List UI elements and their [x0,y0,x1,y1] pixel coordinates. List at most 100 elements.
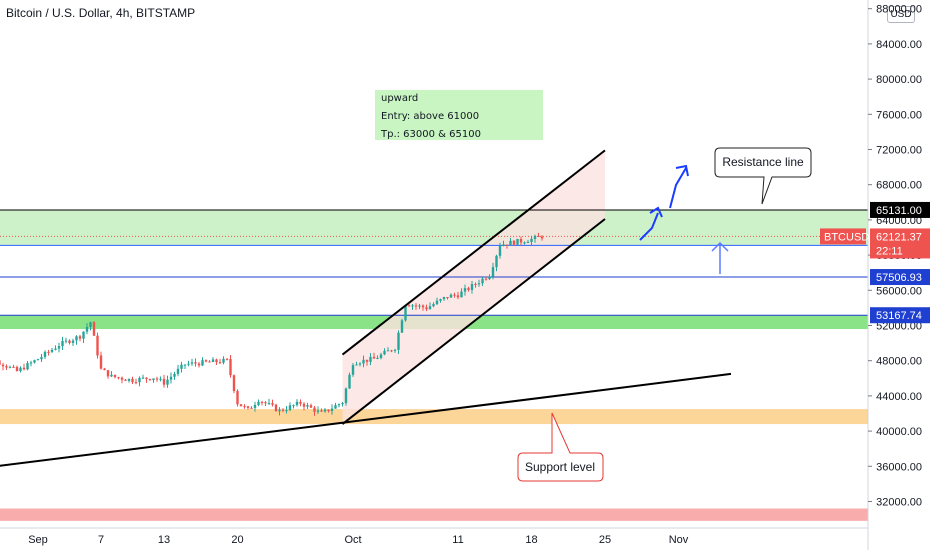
candle-body [215,359,218,363]
candle-body [155,378,159,380]
candle-body [320,410,323,412]
candle-body [19,367,22,372]
candle-body [491,267,495,277]
candle-body [257,401,260,405]
candle-body [85,326,89,332]
candle-body [260,401,264,403]
candle-body [40,357,43,360]
candle-body [47,351,50,353]
projection-arrow-2 [669,167,687,209]
candle-body [229,358,232,376]
candle-body [92,322,96,336]
candle-body [348,374,351,389]
bar-countdown: 22:11 [876,245,903,257]
candle-body [113,374,117,378]
candle-body [201,360,204,366]
y-tick-label: 36000.00 [876,461,922,473]
candle-body [110,374,113,377]
y-tick-label: 32000.00 [876,497,922,509]
candle-body [481,278,484,284]
candle-body [302,403,306,407]
y-tick-label: 72000.00 [876,145,922,157]
candle-body [253,404,257,408]
symbol-tag-bg [820,228,866,245]
current-price-label-bg [870,228,930,259]
candle-body [432,304,435,307]
candle-body [505,244,509,246]
candle-body [285,410,288,412]
candle-body [68,340,71,343]
chart-title: Bitcoin / U.S. Dollar, 4h, BITSTAMP [6,6,196,20]
candle-body [127,378,131,381]
candle-body [145,377,148,380]
candle-body [278,409,281,412]
candle-body [78,336,82,339]
candle-body [183,364,187,366]
candle-body [50,349,54,352]
candle-body [376,358,379,360]
note-line-1: Entry: above 61000 [381,111,479,122]
candle-body [299,401,302,404]
candle-body [397,332,400,350]
candle-body [22,367,26,370]
candle-body [194,362,197,364]
candle-body [138,377,141,383]
candle-body [75,336,78,341]
candle-body [446,297,449,299]
candle-body [236,391,239,405]
level-label-0: 65131.00 [876,205,922,217]
zone-2 [0,409,868,425]
candle-body [404,305,407,321]
level-label-bg-2 [870,269,930,286]
trendline-1 [341,149,606,356]
currency-toggle[interactable]: USD [887,6,915,23]
candle-body [208,361,211,363]
candle-body [222,358,225,363]
note-box [375,90,543,140]
candle-body [225,358,229,360]
y-tick-label: 48000.00 [876,356,922,368]
candle-body [393,349,397,351]
candle-body [386,350,390,352]
candle-body [477,283,481,285]
candle-body [26,363,29,370]
candle-body [362,359,365,364]
candle-body [344,388,348,404]
candle-body [330,408,334,412]
y-tick-label: 76000.00 [876,109,922,121]
candle-body [54,348,57,350]
candle-body [365,359,369,362]
x-tick-label: 11 [452,534,463,546]
candle-body [411,305,414,307]
trendline-2 [341,218,606,425]
candle-body [232,375,236,392]
candle-body [173,373,176,377]
y-tick-label: 56000.00 [876,285,922,297]
candle-body [152,378,155,381]
candle-body [509,240,512,246]
candle-body [197,363,201,366]
candle-body [355,364,358,366]
candle-body [0,360,1,365]
candle-body [99,355,103,369]
candle-body [523,242,526,244]
channel-fill [342,150,605,425]
candle-body [400,320,404,333]
current-price-label: 62121.37 [876,231,922,243]
symbol-tag: BTCUSD [824,231,869,243]
candle-body [467,288,470,290]
candle-body [218,362,222,364]
candle-body [264,402,267,404]
candle-body [421,305,425,308]
candle-body [96,335,99,356]
candle-body [470,284,474,290]
candle-body [537,235,540,237]
candle-body [379,354,383,359]
projection-arrowhead-1 [649,206,663,218]
candle-body [43,351,47,358]
candle-body [61,340,64,347]
candles [0,232,544,416]
candle-body [12,366,15,368]
candle-body [407,305,411,307]
